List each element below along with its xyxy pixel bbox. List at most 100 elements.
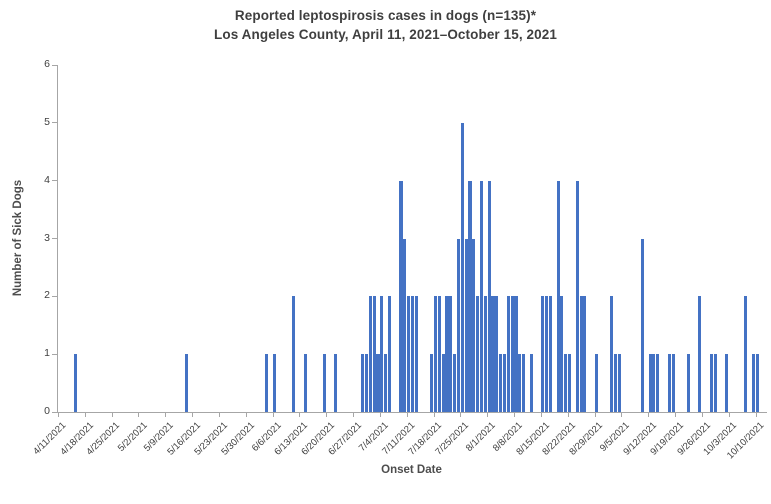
bar bbox=[514, 296, 518, 412]
bar bbox=[468, 180, 472, 412]
bar bbox=[579, 296, 583, 412]
y-tick-label: 4 bbox=[44, 173, 50, 186]
bar bbox=[648, 354, 652, 412]
bar bbox=[564, 354, 568, 412]
x-tick-mark bbox=[165, 412, 167, 417]
y-tick-label: 5 bbox=[44, 115, 50, 128]
bar bbox=[652, 354, 656, 412]
bar bbox=[686, 354, 690, 412]
bar bbox=[698, 296, 702, 412]
bar bbox=[541, 296, 545, 412]
y-tick-mark bbox=[52, 180, 57, 182]
y-tick-mark bbox=[52, 295, 57, 297]
bar bbox=[752, 354, 756, 412]
bar bbox=[671, 354, 675, 412]
bar bbox=[384, 354, 388, 412]
x-tick-mark bbox=[299, 412, 301, 417]
bar bbox=[499, 354, 503, 412]
x-tick-mark bbox=[58, 412, 59, 417]
bar bbox=[334, 354, 338, 412]
bar bbox=[472, 238, 476, 412]
bar bbox=[372, 296, 376, 412]
bar bbox=[755, 354, 759, 412]
bar bbox=[709, 354, 713, 412]
x-axis-title: Onset Date bbox=[381, 464, 442, 476]
bar bbox=[292, 296, 296, 412]
bar bbox=[510, 296, 514, 412]
y-tick-label: 1 bbox=[44, 347, 50, 360]
x-tick-mark bbox=[755, 412, 757, 417]
x-tick-mark bbox=[594, 412, 596, 417]
x-tick-mark bbox=[326, 412, 328, 417]
bar bbox=[449, 296, 453, 412]
bar bbox=[368, 296, 372, 412]
bar bbox=[364, 354, 369, 412]
bar bbox=[506, 296, 510, 412]
bar bbox=[617, 354, 621, 412]
y-tick-mark bbox=[52, 64, 57, 66]
bar bbox=[529, 354, 533, 412]
bar bbox=[667, 354, 671, 412]
bar bbox=[518, 354, 522, 412]
x-tick-mark bbox=[433, 412, 435, 417]
x-tick-mark bbox=[728, 412, 730, 417]
bar bbox=[445, 296, 449, 412]
bar bbox=[483, 296, 487, 412]
bar bbox=[361, 354, 365, 412]
x-tick-mark bbox=[84, 412, 86, 417]
bar bbox=[556, 180, 560, 412]
bar bbox=[376, 354, 380, 412]
x-tick-mark bbox=[245, 412, 247, 417]
bar bbox=[502, 354, 506, 412]
x-tick-mark bbox=[353, 412, 355, 417]
x-tick-mark bbox=[379, 412, 381, 417]
bar bbox=[403, 238, 407, 412]
bar bbox=[594, 354, 598, 412]
bar bbox=[491, 296, 495, 412]
bar bbox=[479, 180, 483, 412]
bar bbox=[387, 296, 392, 412]
bar bbox=[725, 354, 729, 412]
y-tick-label: 6 bbox=[44, 58, 50, 70]
y-tick-label: 2 bbox=[44, 289, 50, 302]
bar bbox=[265, 354, 269, 412]
bar bbox=[487, 180, 491, 412]
bar bbox=[476, 296, 480, 412]
bar bbox=[414, 296, 418, 412]
x-tick-mark bbox=[111, 412, 113, 417]
x-tick-mark bbox=[487, 412, 489, 417]
x-tick-mark bbox=[540, 412, 542, 417]
y-tick-mark bbox=[52, 411, 57, 413]
bar bbox=[456, 238, 461, 412]
bar bbox=[656, 354, 660, 412]
bar bbox=[441, 354, 445, 412]
x-tick-mark bbox=[138, 412, 140, 417]
bar bbox=[713, 354, 717, 412]
x-tick-mark bbox=[406, 412, 408, 417]
x-tick-mark bbox=[701, 412, 703, 417]
bar bbox=[614, 354, 618, 412]
y-tick-label: 3 bbox=[44, 231, 50, 244]
bar bbox=[453, 354, 457, 412]
bar bbox=[610, 296, 614, 412]
bar bbox=[73, 354, 77, 412]
chart-title-line1: Reported leptospirosis cases in dogs (n=… bbox=[234, 8, 537, 23]
bar bbox=[303, 354, 307, 412]
bar bbox=[273, 354, 277, 412]
bar bbox=[322, 354, 326, 412]
bar bbox=[560, 296, 564, 412]
y-tick-mark bbox=[52, 353, 57, 355]
x-tick-mark bbox=[192, 412, 194, 417]
x-axis-labels: 4/11/2021 4/18/2021 4/25/2021 5/2/2021 5/9/2… bbox=[32, 412, 767, 502]
x-tick-mark bbox=[460, 412, 462, 417]
y-axis-title: Number of Sick Dogs bbox=[12, 179, 24, 297]
bar bbox=[575, 180, 579, 412]
x-tick-mark bbox=[514, 412, 516, 417]
bar bbox=[437, 296, 441, 412]
x-tick-mark bbox=[567, 412, 569, 417]
y-tick-mark bbox=[52, 122, 57, 124]
bar bbox=[184, 354, 188, 412]
bar bbox=[545, 296, 549, 412]
